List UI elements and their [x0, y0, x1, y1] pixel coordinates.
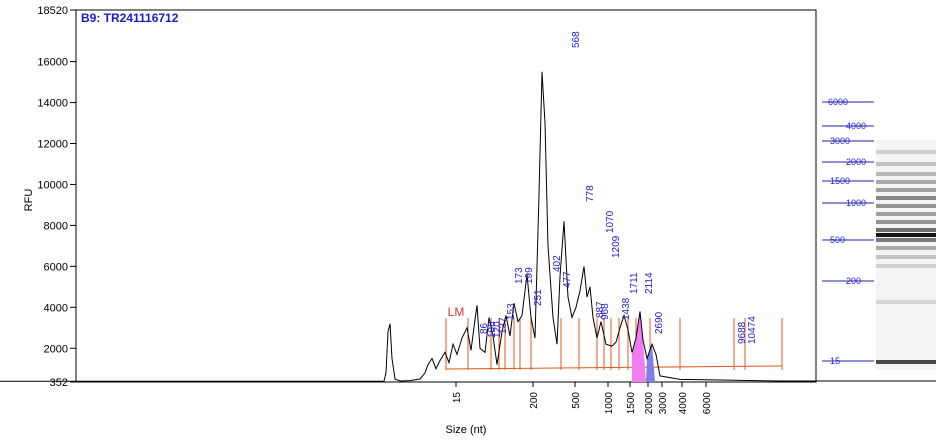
- peak-label: 9688: [737, 321, 748, 344]
- peak-label: 137: [498, 317, 509, 334]
- peak-label: 86: [479, 322, 490, 334]
- gel-lane: [876, 140, 936, 370]
- gel-band: [876, 188, 936, 192]
- gel-band: [876, 264, 936, 268]
- peak-label: 477: [562, 271, 573, 288]
- gel-band: [876, 233, 936, 237]
- ladder-label: 3000: [830, 136, 850, 146]
- peak-label: 199: [524, 267, 535, 284]
- chart-title: B9: TR241116712: [81, 11, 179, 25]
- gel-band: [876, 255, 936, 259]
- x-tick-label: 15: [452, 392, 463, 404]
- peak-label: 153: [506, 303, 517, 320]
- ladder-label: 2000: [846, 157, 866, 167]
- gel-band: [876, 228, 936, 232]
- peak-label: 2114: [644, 272, 655, 294]
- y-tick-label: 10000: [37, 179, 68, 191]
- gel-band: [876, 196, 936, 200]
- x-tick-label: 3000: [658, 392, 669, 415]
- x-tick-label: 200: [529, 392, 540, 409]
- gel-band: [876, 300, 936, 304]
- x-tick-label: 1500: [626, 392, 637, 415]
- size-marker-lines: [445, 318, 783, 370]
- y-tick-label: 352: [50, 377, 68, 389]
- peak-label: 568: [571, 31, 582, 48]
- ladder-label: 1000: [846, 198, 866, 208]
- peak-label: 10474: [747, 316, 758, 344]
- gel-band: [876, 220, 936, 224]
- y-tick-label: 12000: [37, 139, 68, 151]
- ladder-label: 200: [846, 276, 861, 286]
- peak-label: 402: [552, 255, 563, 272]
- y-tick-label: 18520: [37, 5, 68, 17]
- gel-band: [876, 150, 936, 154]
- y-tick-label: 6000: [44, 261, 68, 273]
- peak-label: 1209: [611, 235, 622, 258]
- x-axis: 15 200 500 1000 1500 2000 3000 4000 6000: [452, 382, 713, 414]
- trace-group: [0, 71, 936, 382]
- gel-band: [876, 212, 936, 216]
- gel-band: [876, 360, 936, 364]
- y-tick-label: 2000: [44, 343, 68, 355]
- peak-label: 1438: [621, 297, 632, 320]
- peak-label: 887: [595, 301, 606, 318]
- trace-line: [0, 71, 936, 382]
- peak-label: 251: [533, 289, 544, 306]
- ladder-label: 6000: [828, 97, 848, 107]
- peak-label: 778: [585, 185, 596, 202]
- gel-band: [876, 238, 936, 242]
- x-tick-label: 500: [571, 392, 582, 409]
- ladder-label: 1500: [830, 176, 850, 186]
- gel-band: [876, 246, 936, 250]
- gel-band: [876, 180, 936, 184]
- y-axis-label: RFU: [23, 189, 35, 212]
- gel-band: [876, 204, 936, 208]
- gel-band: [876, 162, 936, 166]
- x-tick-label: 2000: [644, 392, 655, 415]
- peak-label: 1070: [605, 210, 616, 233]
- y-tick-label: 14000: [37, 98, 68, 110]
- peak-label: 120: [492, 321, 503, 338]
- y-tick-label: 4000: [44, 302, 68, 314]
- peak-label: 1711: [629, 272, 640, 294]
- x-tick-label: 1000: [604, 392, 615, 415]
- ladder-scale: 6000 4000 3000 2000 1500 1000 500 200 15: [822, 97, 874, 366]
- x-tick-label: 6000: [702, 392, 713, 415]
- peak-label: 968: [600, 303, 611, 320]
- x-axis-label: Size (nt): [446, 424, 487, 436]
- y-tick-label: 8000: [44, 220, 68, 232]
- peak-label-lm: LM: [448, 305, 465, 319]
- peak-label: 2690: [654, 311, 665, 334]
- y-tick-label: 16000: [37, 57, 68, 69]
- baseline-marker: [445, 365, 783, 370]
- peak-label: 106: [487, 321, 498, 338]
- ladder-label: 4000: [846, 121, 866, 131]
- ladder-label: 500: [830, 235, 845, 245]
- peak-fill-2114: [646, 344, 655, 382]
- peak-label: 173: [514, 267, 525, 284]
- gel-background: [876, 140, 936, 370]
- x-tick-label: 4000: [678, 392, 689, 415]
- gel-band: [876, 172, 936, 176]
- y-axis: 18520 16000 14000 12000 10000 8000 6000 4000 200…: [37, 5, 76, 389]
- peak-fill-1711: [632, 311, 646, 382]
- ladder-label: 15: [830, 356, 840, 366]
